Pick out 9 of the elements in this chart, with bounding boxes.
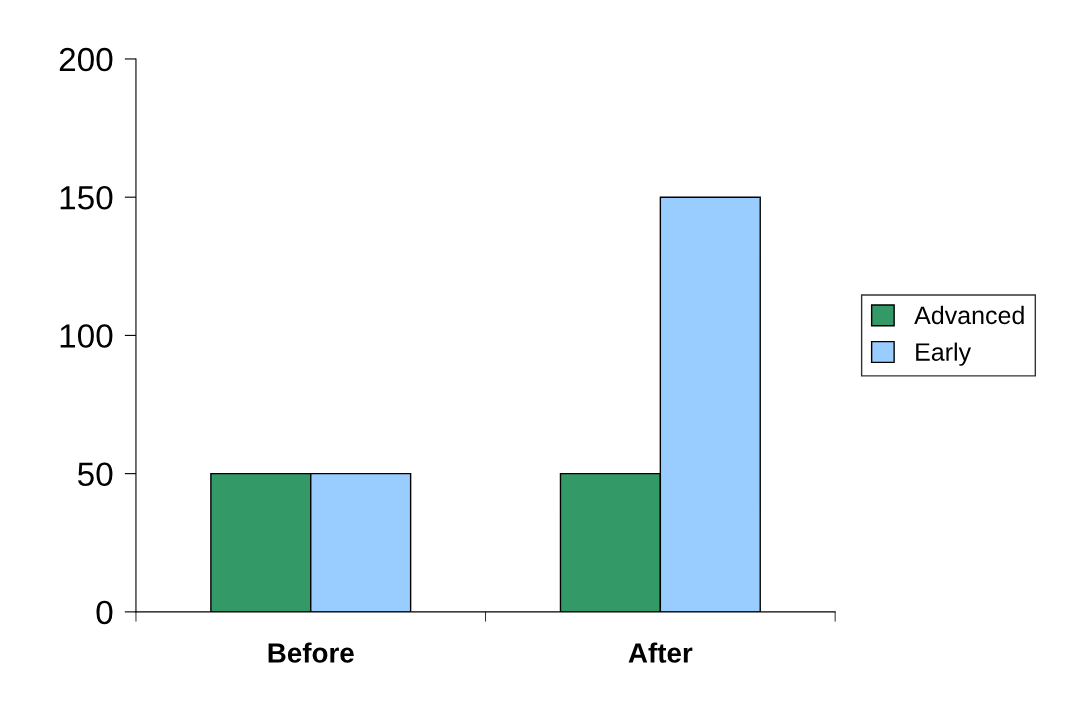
y-tick-label: 200 [59, 47, 113, 72]
y-tick-label: 0 [96, 600, 113, 625]
legend-label: Advanced [914, 305, 1024, 325]
y-tick-label: 150 [60, 185, 113, 210]
y-tick-label: 100 [60, 324, 113, 348]
legend-label: Early [916, 342, 972, 366]
x-tick-label: After [628, 642, 693, 663]
x-tick-label: Before [268, 642, 354, 663]
y-tick-label: 50 [77, 462, 113, 487]
